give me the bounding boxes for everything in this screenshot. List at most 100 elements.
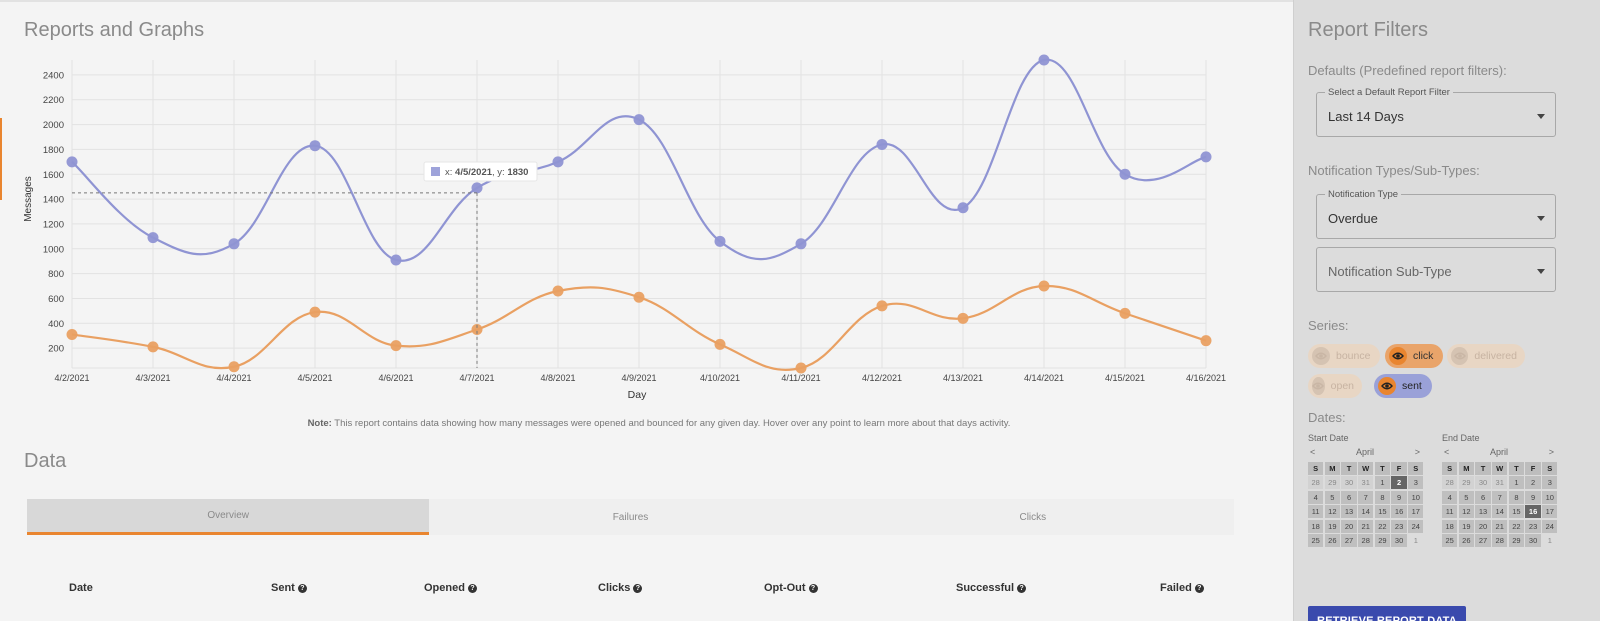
help-icon[interactable]: ? [633, 584, 643, 593]
prev-month-button[interactable]: < [1444, 447, 1450, 457]
series-toggle-click[interactable]: click [1385, 344, 1443, 368]
calendar-day[interactable]: 11 [1442, 505, 1458, 519]
data-point-click[interactable] [1119, 307, 1131, 319]
calendar-day[interactable]: 1 [1413, 535, 1418, 545]
calendar-day[interactable]: 7 [1358, 490, 1374, 504]
tab-failures[interactable]: Failures [612, 511, 649, 523]
help-icon[interactable]: ? [808, 584, 818, 593]
series-toggle-open[interactable]: open [1308, 374, 1362, 398]
calendar-day[interactable]: 4 [1442, 490, 1458, 504]
calendar-day[interactable]: 28 [1492, 533, 1508, 547]
series-toggle-bounce[interactable]: bounce [1308, 344, 1380, 368]
data-point-click[interactable] [228, 361, 240, 373]
calendar-day[interactable]: 1 [1547, 535, 1552, 545]
calendar-day[interactable]: 22 [1374, 519, 1391, 533]
calendar-day[interactable]: 23 [1391, 519, 1407, 533]
calendar-day[interactable]: 5 [1458, 490, 1474, 504]
calendar-day[interactable]: 30 [1475, 476, 1491, 490]
calendar-day[interactable]: 4 [1308, 490, 1324, 504]
next-month-button[interactable]: > [1548, 447, 1554, 457]
calendar-day[interactable]: 16 [1391, 505, 1407, 519]
calendar-day[interactable]: 8 [1508, 490, 1525, 504]
prev-month-button[interactable]: < [1310, 447, 1316, 457]
help-icon[interactable]: ? [1017, 584, 1027, 593]
data-point-sent[interactable] [633, 114, 645, 126]
data-point-click[interactable] [66, 328, 78, 340]
series-toggle-delivered[interactable]: delivered [1447, 344, 1525, 368]
calendar-day[interactable]: 14 [1492, 505, 1508, 519]
data-point-sent[interactable] [795, 238, 807, 250]
data-point-sent[interactable] [1119, 168, 1131, 180]
calendar-day[interactable]: 12 [1324, 505, 1340, 519]
calendar-day[interactable]: 18 [1442, 519, 1458, 533]
data-point-sent[interactable] [714, 235, 726, 247]
calendar-day[interactable]: 10 [1408, 490, 1424, 504]
calendar-day[interactable]: 20 [1341, 519, 1357, 533]
calendar-day[interactable]: 26 [1458, 533, 1474, 547]
column-header-failed[interactable]: Failed? [1160, 582, 1204, 594]
calendar-day[interactable]: 17 [1542, 505, 1558, 519]
calendar-day[interactable]: 14 [1358, 505, 1374, 519]
calendar-day[interactable]: 28 [1358, 533, 1374, 547]
data-point-click[interactable] [795, 362, 807, 374]
calendar-day[interactable]: 12 [1458, 505, 1474, 519]
data-point-click[interactable] [1038, 280, 1050, 292]
data-point-sent[interactable] [228, 238, 240, 250]
data-point-click[interactable] [147, 341, 159, 353]
calendar-day[interactable]: 24 [1408, 519, 1424, 533]
data-point-click[interactable] [471, 324, 483, 335]
calendar-day[interactable]: 27 [1475, 533, 1491, 547]
column-header-opt-out[interactable]: Opt-Out? [764, 582, 818, 594]
calendar-day[interactable]: 9 [1525, 490, 1541, 504]
help-icon[interactable]: ? [297, 584, 307, 593]
calendar-day[interactable]: 26 [1324, 533, 1340, 547]
data-point-sent[interactable] [552, 156, 564, 168]
calendar-day[interactable]: 29 [1374, 533, 1391, 547]
data-point-sent[interactable] [876, 138, 888, 150]
calendar-day[interactable]: 1 [1508, 476, 1525, 490]
calendar-day[interactable]: 22 [1508, 519, 1525, 533]
calendar-day[interactable]: 3 [1542, 476, 1558, 490]
calendar-day[interactable]: 31 [1358, 476, 1374, 490]
calendar-day[interactable]: 6 [1475, 490, 1491, 504]
data-point-sent[interactable] [147, 232, 159, 244]
calendar-day[interactable]: 6 [1341, 490, 1357, 504]
calendar-day[interactable]: 1 [1374, 476, 1391, 490]
calendar-day[interactable]: 3 [1408, 476, 1424, 490]
data-point-click[interactable] [552, 285, 564, 297]
data-point-sent[interactable] [309, 140, 321, 152]
calendar-day[interactable]: 25 [1442, 533, 1458, 547]
calendar-day[interactable]: 10 [1542, 490, 1558, 504]
data-point-sent[interactable] [390, 254, 402, 266]
data-point-click[interactable] [714, 338, 726, 350]
column-header-date[interactable]: Date [69, 582, 93, 594]
calendar-day[interactable]: 7 [1492, 490, 1508, 504]
column-header-opened[interactable]: Opened? [424, 582, 477, 594]
calendar-day[interactable]: 21 [1358, 519, 1374, 533]
notification-type-select[interactable]: Notification Type Overdue [1316, 189, 1556, 239]
calendar-day[interactable]: 29 [1458, 476, 1474, 490]
calendar-day[interactable]: 29 [1508, 533, 1525, 547]
calendar-day[interactable]: 31 [1492, 476, 1508, 490]
calendar-day[interactable]: 25 [1308, 533, 1324, 547]
data-point-sent[interactable] [1038, 54, 1050, 66]
data-point-click[interactable] [876, 300, 888, 312]
calendar-day[interactable]: 5 [1324, 490, 1340, 504]
calendar-day[interactable]: 18 [1308, 519, 1324, 533]
calendar-day[interactable]: 17 [1408, 505, 1424, 519]
column-header-successful[interactable]: Successful? [956, 582, 1027, 594]
column-header-clicks[interactable]: Clicks? [598, 582, 643, 594]
calendar-day[interactable]: 30 [1341, 476, 1357, 490]
calendar-day[interactable]: 16 [1525, 505, 1541, 519]
data-point-click[interactable] [1200, 335, 1212, 347]
column-header-sent[interactable]: Sent? [271, 582, 307, 594]
calendar-day[interactable]: 29 [1324, 476, 1340, 490]
calendar-day[interactable]: 19 [1458, 519, 1474, 533]
data-point-sent[interactable] [471, 182, 483, 194]
calendar-day[interactable]: 15 [1374, 505, 1391, 519]
data-point-sent[interactable] [1200, 151, 1212, 163]
tab-clicks[interactable]: Clicks [1019, 511, 1047, 523]
next-month-button[interactable]: > [1414, 447, 1420, 457]
calendar-day[interactable]: 30 [1391, 533, 1407, 547]
calendar-day[interactable]: 19 [1324, 519, 1340, 533]
